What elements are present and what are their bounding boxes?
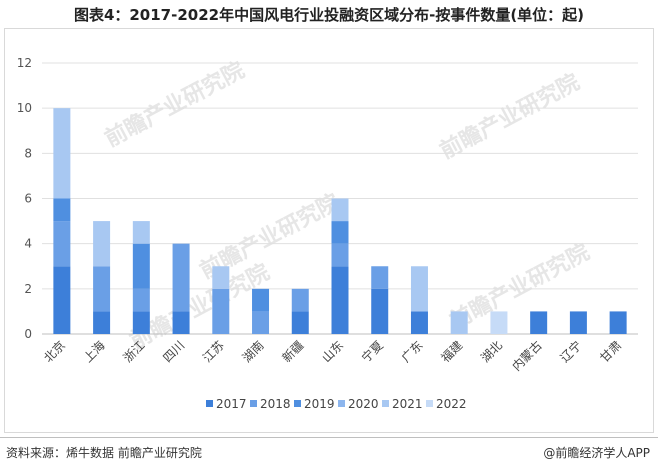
- legend-label: 2021: [392, 397, 423, 411]
- bar-segment-2022: [490, 311, 508, 334]
- legend-swatch-2021: [382, 400, 389, 407]
- bar-segment-2017: [410, 311, 428, 334]
- x-tick-label: 广东: [399, 338, 426, 365]
- bar-segment-2021: [132, 221, 150, 244]
- bar-segment-2017: [569, 311, 587, 334]
- chart-title: 图表4：2017-2022年中国风电行业投融资区域分布-按事件数量(单位：起): [73, 6, 585, 24]
- x-tick-label: 宁夏: [358, 338, 386, 366]
- x-tick-label: 上海: [80, 338, 108, 366]
- y-tick-label: 6: [24, 192, 32, 206]
- y-tick-label: 4: [24, 237, 32, 251]
- bar-segment-2019: [132, 243, 150, 289]
- bar-segment-2018: [331, 243, 349, 267]
- legend-label: 2020: [348, 397, 379, 411]
- y-tick-label: 8: [24, 146, 32, 160]
- x-tick-label: 福建: [438, 338, 466, 366]
- legend-label: 2022: [436, 397, 467, 411]
- brand-credit: @前瞻经济学人APP: [543, 446, 650, 460]
- bar-segment-2017: [291, 311, 309, 334]
- bar-segment-2018: [53, 221, 71, 267]
- bar-segment-2019: [53, 198, 71, 222]
- bar-segment-2021: [410, 266, 428, 312]
- bar-segment-2017: [53, 266, 71, 334]
- y-tick-label: 12: [17, 56, 32, 70]
- bar-segment-2018: [252, 311, 270, 334]
- x-tick-label: 北京: [41, 338, 68, 365]
- bar-segment-2017: [371, 288, 389, 334]
- bar-segment-2021: [450, 311, 468, 334]
- bar-segment-2019: [252, 288, 270, 312]
- x-tick-label: 辽宁: [557, 338, 585, 366]
- legend-label: 2017: [216, 397, 247, 411]
- x-tick-label: 内蒙古: [509, 338, 545, 374]
- x-tick-label: 甘肃: [597, 338, 624, 365]
- bar-segment-2017: [609, 311, 627, 334]
- y-tick-label: 10: [17, 101, 32, 115]
- bar-segment-2021: [331, 198, 349, 222]
- bar-segment-2018: [172, 243, 190, 312]
- bar-segment-2017: [530, 311, 548, 334]
- bar-segment-2018: [371, 266, 389, 289]
- bar-segment-2021: [53, 108, 71, 199]
- bar-segment-2021: [212, 266, 230, 289]
- legend-swatch-2017: [206, 400, 213, 407]
- footer: 资料来源：烯牛数据 前瞻产业研究院 @前瞻经济学人APP: [0, 437, 658, 470]
- x-tick-label: 山东: [319, 338, 346, 365]
- x-tick-label: 四川: [160, 338, 187, 365]
- bar-segment-2017: [93, 311, 111, 334]
- x-tick-label: 湖北: [477, 338, 505, 366]
- legend-label: 2018: [260, 397, 291, 411]
- y-tick-label: 2: [24, 282, 32, 296]
- legend-swatch-2022: [426, 400, 433, 407]
- bar-segment-2018: [93, 266, 111, 312]
- legend-swatch-2019: [294, 400, 301, 407]
- x-tick-label: 江苏: [200, 338, 227, 365]
- bar-segment-2018: [132, 288, 150, 312]
- bar-segment-2021: [93, 221, 111, 267]
- x-tick-label: 湖南: [239, 338, 267, 366]
- bar-segment-2017: [132, 311, 150, 334]
- legend-label: 2019: [304, 397, 335, 411]
- watermark-text: 前瞻产业研究院: [101, 57, 249, 152]
- bar-segment-2018: [291, 288, 309, 312]
- data-source: 资料来源：烯牛数据 前瞻产业研究院: [6, 446, 202, 460]
- x-tick-label: 新疆: [279, 338, 307, 366]
- watermark-text: 前瞻产业研究院: [436, 69, 584, 164]
- y-tick-label: 0: [24, 327, 32, 341]
- legend-swatch-2020: [338, 400, 345, 407]
- bar-segment-2019: [331, 221, 349, 244]
- bar-segment-2018: [212, 288, 230, 334]
- legend-swatch-2018: [250, 400, 257, 407]
- bar-segment-2017: [331, 266, 349, 334]
- chart-frame: 前瞻产业研究院 前瞻产业研究院 前瞻产业研究院 前瞻产业研究院 前瞻产业研究院 0 2 4 6 8…: [4, 28, 654, 433]
- bar-segment-2017: [172, 311, 190, 334]
